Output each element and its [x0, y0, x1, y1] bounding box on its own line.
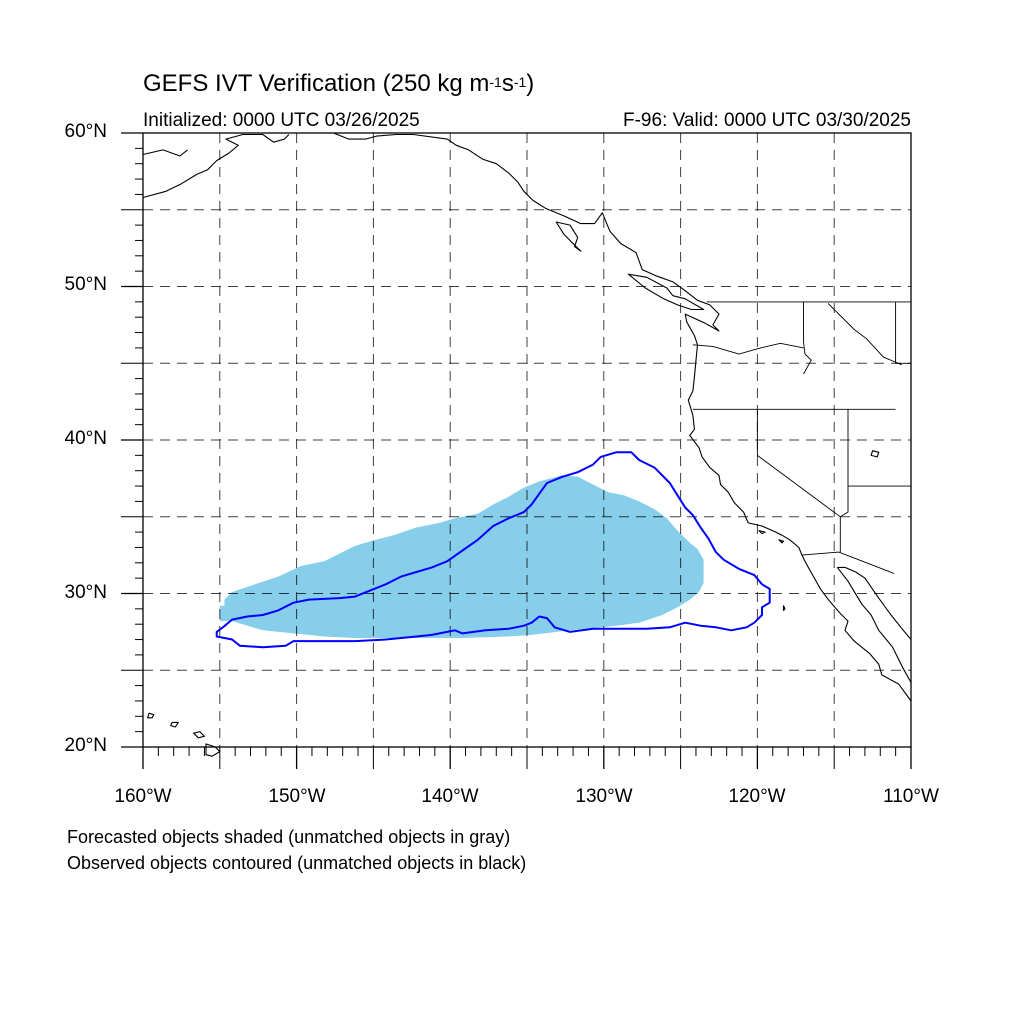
forecast-objects — [219, 475, 704, 638]
map-frame — [121, 132, 912, 769]
title-sup-2: -1 — [513, 74, 527, 90]
valid-time-label: F-96: Valid: 0000 UTC 03/30/2025 — [623, 110, 911, 131]
observed-legend-note: Observed objects contoured (unmatched ob… — [67, 853, 527, 873]
island-outline — [555, 221, 582, 252]
political-border — [801, 551, 895, 574]
lat-label-30n: 30°N — [64, 582, 107, 603]
lon-label-110w: 110°W — [883, 786, 939, 807]
political-border — [827, 303, 902, 366]
lat-label-60n: 60°N — [64, 121, 107, 142]
island-outline — [170, 721, 179, 728]
coastline — [142, 149, 188, 157]
lon-label-140w: 140°W — [421, 786, 479, 807]
observed-object-contour — [215, 451, 771, 649]
lat-label-40n: 40°N — [64, 428, 107, 449]
island-outline — [778, 539, 785, 544]
island-outline — [627, 273, 705, 311]
coastline — [142, 133, 290, 199]
island-outline — [758, 530, 766, 535]
political-border — [692, 342, 804, 355]
observed-objects — [215, 451, 771, 649]
political-border — [756, 409, 841, 518]
political-border — [840, 409, 849, 518]
island-outline — [870, 450, 880, 458]
title-sup-1: -1 — [489, 74, 502, 90]
coastline — [333, 132, 912, 702]
forecast-legend-note: Forecasted objects shaded (unmatched obj… — [67, 827, 511, 847]
coastline — [836, 567, 912, 683]
lat-label-20n: 20°N — [64, 735, 107, 756]
title-text-mid: s — [501, 70, 514, 97]
island-outline — [782, 605, 786, 611]
chart-title: GEFS IVT Verification (250 kg m-1s-1) — [143, 70, 534, 98]
island-outline — [193, 731, 205, 739]
lat-lon-grid — [143, 133, 911, 747]
coastlines-and-borders — [142, 132, 912, 757]
forecast-object-shading — [219, 475, 704, 638]
lon-label-160w: 160°W — [114, 786, 172, 807]
lat-label-50n: 50°N — [64, 274, 107, 295]
lon-label-120w: 120°W — [728, 786, 786, 807]
coastline — [837, 566, 912, 640]
island-outline — [205, 743, 221, 757]
title-text-main: GEFS IVT Verification (250 kg m — [143, 70, 490, 97]
island-outline — [147, 712, 155, 719]
title-text-end: ) — [526, 70, 535, 97]
political-border — [803, 301, 812, 375]
lon-label-150w: 150°W — [268, 786, 326, 807]
initialized-label: Initialized: 0000 UTC 03/26/2025 — [143, 110, 420, 131]
lon-label-130w: 130°W — [575, 786, 633, 807]
